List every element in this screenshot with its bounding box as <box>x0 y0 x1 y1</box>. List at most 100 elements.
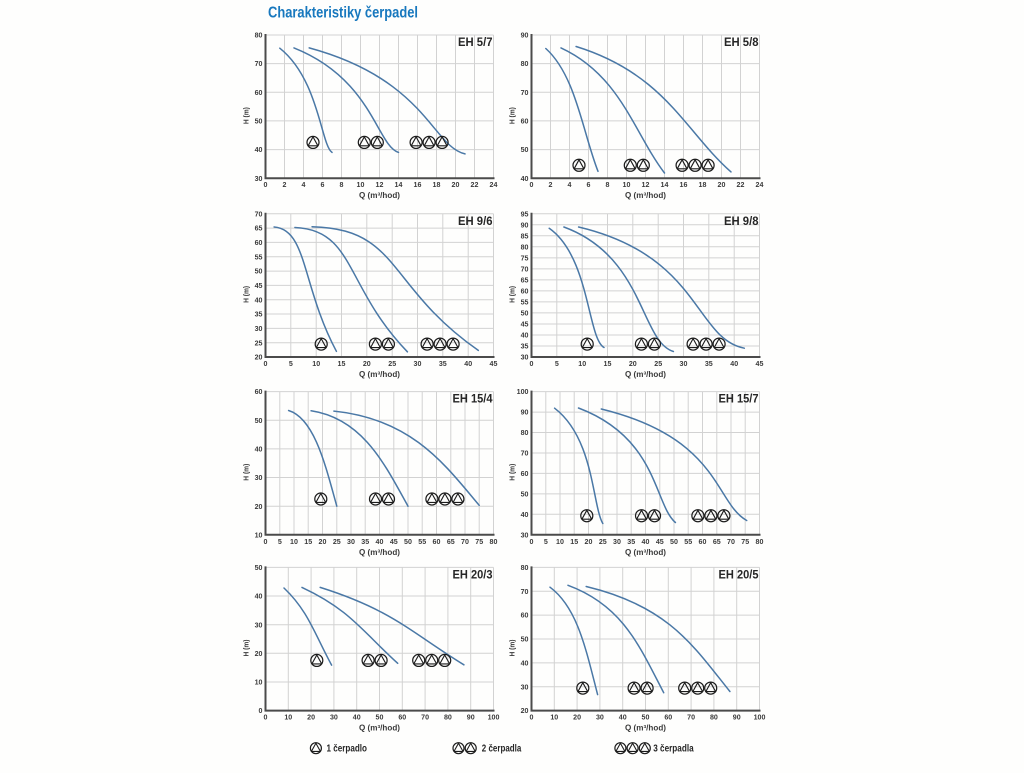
svg-text:0: 0 <box>530 714 534 722</box>
svg-text:50: 50 <box>255 417 263 425</box>
svg-text:H (m): H (m) <box>242 639 251 656</box>
svg-text:50: 50 <box>521 146 529 154</box>
svg-text:10: 10 <box>255 531 263 539</box>
svg-text:20: 20 <box>319 538 327 546</box>
svg-text:5: 5 <box>289 360 293 368</box>
svg-text:80: 80 <box>521 564 529 572</box>
svg-text:50: 50 <box>521 491 529 499</box>
svg-text:100: 100 <box>488 714 500 722</box>
svg-text:18: 18 <box>699 181 707 189</box>
svg-text:80: 80 <box>756 538 764 546</box>
svg-text:25: 25 <box>388 360 396 368</box>
svg-text:40: 40 <box>521 175 529 183</box>
svg-text:70: 70 <box>521 450 529 458</box>
svg-text:60: 60 <box>521 118 529 126</box>
svg-text:10: 10 <box>550 714 558 722</box>
svg-text:75: 75 <box>521 255 529 263</box>
svg-text:95: 95 <box>521 210 529 218</box>
svg-text:Q (m³/hod): Q (m³/hod) <box>359 191 400 200</box>
svg-text:80: 80 <box>255 32 263 40</box>
svg-text:EH 9/6: EH 9/6 <box>458 216 493 228</box>
svg-text:40: 40 <box>255 593 263 601</box>
svg-text:10: 10 <box>312 360 320 368</box>
svg-text:85: 85 <box>521 232 529 240</box>
svg-text:0: 0 <box>530 538 534 546</box>
svg-text:60: 60 <box>664 714 672 722</box>
svg-text:24: 24 <box>756 181 764 189</box>
svg-text:10: 10 <box>623 181 631 189</box>
svg-text:50: 50 <box>670 538 678 546</box>
svg-text:80: 80 <box>521 60 529 68</box>
svg-text:20: 20 <box>363 360 371 368</box>
svg-text:10: 10 <box>556 538 564 546</box>
svg-text:70: 70 <box>687 714 695 722</box>
svg-text:15: 15 <box>604 360 612 368</box>
svg-text:EH 15/7: EH 15/7 <box>719 394 759 406</box>
svg-text:16: 16 <box>414 181 422 189</box>
svg-text:35: 35 <box>521 343 529 351</box>
svg-text:H (m): H (m) <box>508 639 517 656</box>
svg-text:25: 25 <box>654 360 662 368</box>
svg-text:1 čerpadlo: 1 čerpadlo <box>327 744 368 755</box>
svg-text:70: 70 <box>421 714 429 722</box>
svg-text:45: 45 <box>255 282 263 290</box>
svg-text:80: 80 <box>521 429 529 437</box>
svg-text:40: 40 <box>730 360 738 368</box>
svg-text:0: 0 <box>259 707 263 715</box>
svg-text:8: 8 <box>606 181 610 189</box>
svg-text:30: 30 <box>347 538 355 546</box>
svg-text:Q (m³/hod): Q (m³/hod) <box>625 548 666 557</box>
svg-text:70: 70 <box>521 89 529 97</box>
svg-text:55: 55 <box>418 538 426 546</box>
svg-text:30: 30 <box>330 714 338 722</box>
svg-text:40: 40 <box>464 360 472 368</box>
svg-text:35: 35 <box>627 538 635 546</box>
svg-text:12: 12 <box>376 181 384 189</box>
svg-text:0: 0 <box>264 538 268 546</box>
svg-text:0: 0 <box>264 181 268 189</box>
svg-text:Charakteristiky čerpadel: Charakteristiky čerpadel <box>268 5 418 22</box>
svg-text:2 čerpadla: 2 čerpadla <box>482 744 522 755</box>
svg-text:20: 20 <box>307 714 315 722</box>
svg-text:45: 45 <box>756 360 764 368</box>
svg-text:30: 30 <box>680 360 688 368</box>
svg-text:H (m): H (m) <box>242 107 251 124</box>
svg-text:H (m): H (m) <box>508 463 517 480</box>
svg-text:40: 40 <box>521 332 529 340</box>
svg-text:10: 10 <box>284 714 292 722</box>
svg-text:EH 5/7: EH 5/7 <box>458 37 493 49</box>
svg-text:Q (m³/hod): Q (m³/hod) <box>625 724 666 733</box>
svg-text:20: 20 <box>585 538 593 546</box>
svg-text:60: 60 <box>521 612 529 620</box>
svg-text:18: 18 <box>433 181 441 189</box>
svg-text:Q (m³/hod): Q (m³/hod) <box>625 191 666 200</box>
svg-text:25: 25 <box>255 339 263 347</box>
svg-text:H (m): H (m) <box>508 107 517 124</box>
svg-text:90: 90 <box>733 714 741 722</box>
svg-text:60: 60 <box>433 538 441 546</box>
svg-text:Q (m³/hod): Q (m³/hod) <box>359 724 400 733</box>
svg-text:5: 5 <box>278 538 282 546</box>
svg-text:20: 20 <box>521 707 529 715</box>
svg-text:Q (m³/hod): Q (m³/hod) <box>359 370 400 379</box>
svg-text:2: 2 <box>283 181 287 189</box>
svg-text:4: 4 <box>302 181 306 189</box>
svg-text:40: 40 <box>255 296 263 304</box>
svg-text:4: 4 <box>568 181 572 189</box>
svg-text:60: 60 <box>255 89 263 97</box>
svg-text:H (m): H (m) <box>508 285 517 302</box>
svg-text:6: 6 <box>587 181 591 189</box>
svg-text:50: 50 <box>642 714 650 722</box>
svg-text:60: 60 <box>521 470 529 478</box>
svg-text:EH 5/8: EH 5/8 <box>724 37 759 49</box>
svg-text:20: 20 <box>629 360 637 368</box>
svg-text:45: 45 <box>490 360 498 368</box>
svg-text:24: 24 <box>490 181 498 189</box>
svg-text:65: 65 <box>521 277 529 285</box>
svg-text:40: 40 <box>353 714 361 722</box>
svg-text:30: 30 <box>255 325 263 333</box>
svg-text:55: 55 <box>255 253 263 261</box>
svg-text:35: 35 <box>705 360 713 368</box>
svg-text:0: 0 <box>264 360 268 368</box>
svg-text:40: 40 <box>521 660 529 668</box>
